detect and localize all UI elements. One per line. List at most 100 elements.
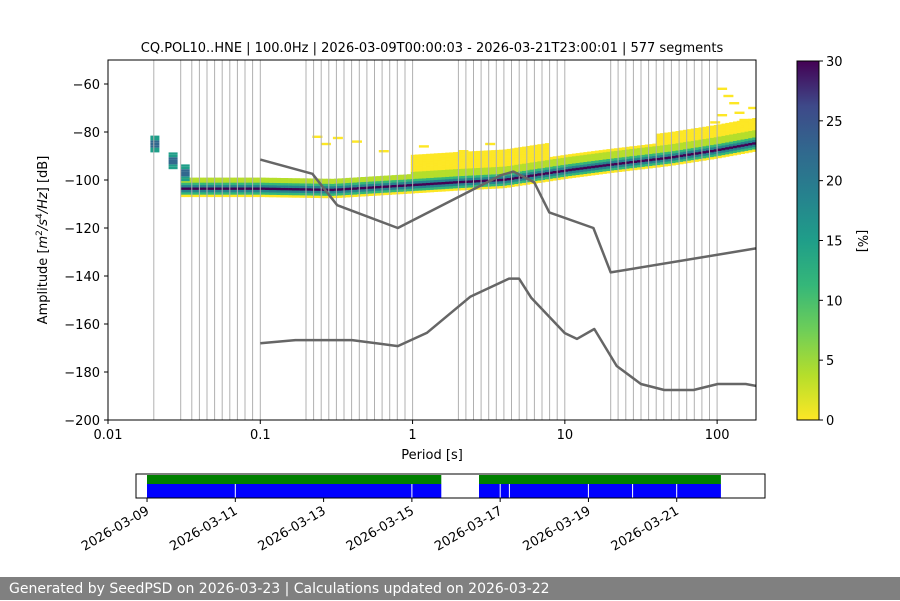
ppsd-cell (671, 155, 676, 159)
ppsd-cell (514, 169, 519, 172)
ppsd-cell (234, 192, 239, 195)
ppsd-cell (537, 149, 542, 152)
y-tick-label: −120 (64, 222, 100, 237)
ppsd-cell (663, 139, 669, 143)
y-tick-label: −180 (64, 366, 100, 381)
ppsd-cell (253, 180, 258, 183)
ppsd-cell (621, 156, 626, 160)
ppsd-cell (518, 171, 523, 174)
ppsd-cell (637, 167, 642, 170)
ppsd-cell (533, 176, 538, 179)
ppsd-cell (640, 164, 646, 167)
ppsd-cell (602, 166, 607, 170)
ppsd-cell (441, 186, 446, 190)
ppsd-cell (545, 143, 550, 146)
ppsd-cell (453, 171, 458, 174)
ppsd-cell (257, 177, 262, 181)
ppsd-cell (399, 177, 404, 180)
ppsd-cell (180, 174, 190, 177)
ppsd-cell (660, 161, 665, 165)
ppsd-cell (752, 125, 756, 128)
ppsd-cell (710, 142, 715, 146)
ppsd-cell (414, 154, 419, 158)
ppsd-cell (637, 157, 642, 161)
ppsd-cell (591, 165, 596, 169)
ppsd-cell (211, 177, 216, 181)
ppsd-cell (261, 187, 266, 190)
ppsd-cell (230, 182, 235, 186)
ppsd-cell (487, 183, 492, 187)
ppsd-cell (453, 159, 458, 162)
ppsd-cell (710, 130, 715, 134)
ppsd-cell (491, 186, 496, 189)
ppsd-cell (383, 182, 389, 186)
ppsd-cell (222, 180, 227, 183)
ppsd-cell (453, 152, 458, 155)
ppsd-cell (265, 182, 270, 186)
ppsd-cell (625, 166, 630, 169)
footer-text: Generated by SeedPSD on 2026-03-23 | Cal… (9, 581, 550, 597)
ppsd-cell (522, 163, 527, 167)
ppsd-cell (690, 147, 695, 151)
ppsd-cell (740, 132, 745, 135)
ppsd-cell (717, 138, 722, 142)
ppsd-cell (633, 157, 638, 161)
coverage-bar-processed (479, 475, 721, 484)
ppsd-cell (483, 164, 488, 168)
x-tick-label: 10 (557, 428, 574, 443)
ppsd-cell (230, 180, 235, 183)
ppsd-cell (529, 145, 534, 149)
ppsd-cell (502, 156, 507, 160)
ppsd-cell (502, 180, 507, 184)
ppsd-cell (437, 179, 442, 183)
ppsd-cell (180, 192, 185, 195)
ppsd-cell (468, 153, 473, 157)
ppsd-cell (215, 187, 220, 190)
ppsd-cell (203, 187, 208, 190)
ppsd-cell (307, 178, 312, 182)
ppsd-cell (418, 163, 423, 167)
ppsd-cell (207, 182, 212, 186)
ppsd-cell (690, 155, 695, 158)
ppsd-cell (545, 157, 550, 161)
ppsd-cell (464, 151, 469, 155)
ppsd-cell (518, 156, 523, 160)
ppsd-cell (207, 187, 212, 190)
ppsd-cell (464, 187, 469, 191)
ppsd-cell (583, 173, 588, 177)
ppsd-cell (426, 189, 431, 193)
ppsd-cell (721, 140, 726, 144)
ppsd-cell (510, 162, 515, 166)
ppsd-cell (487, 176, 492, 180)
ppsd-cell (621, 166, 626, 170)
ppsd-cell (667, 141, 672, 145)
ppsd-cell (644, 144, 649, 148)
ppsd-cell (729, 141, 734, 145)
date-tick-label: 2026-03-17 (432, 504, 505, 555)
ppsd-cell (468, 160, 473, 164)
ppsd-cell (752, 137, 756, 140)
ppsd-cell (568, 163, 573, 167)
ppsd-cell (207, 192, 212, 195)
ppsd-cell (713, 125, 718, 128)
ppsd-cell (690, 128, 695, 132)
ppsd-cell (514, 152, 519, 156)
ppsd-cell (249, 192, 254, 195)
ppsd-cell (617, 164, 623, 168)
ppsd-cell (407, 183, 412, 187)
ppsd-cell (219, 189, 224, 193)
ppsd-cell (219, 192, 224, 195)
ppsd-cell (514, 166, 519, 170)
ppsd-cell (422, 156, 427, 160)
ppsd-cell (418, 161, 423, 165)
ppsd-cell (360, 177, 366, 180)
ppsd-cell (610, 148, 615, 152)
ppsd-cell (694, 149, 699, 153)
ppsd-cell (449, 152, 454, 156)
ppsd-cell (548, 164, 554, 167)
y-label-part: Amplitude [ (36, 248, 51, 324)
ppsd-cell (614, 169, 619, 173)
ppsd-cell (506, 175, 511, 178)
series-line-nhnm (259, 158, 756, 274)
ppsd-cell (487, 162, 492, 165)
